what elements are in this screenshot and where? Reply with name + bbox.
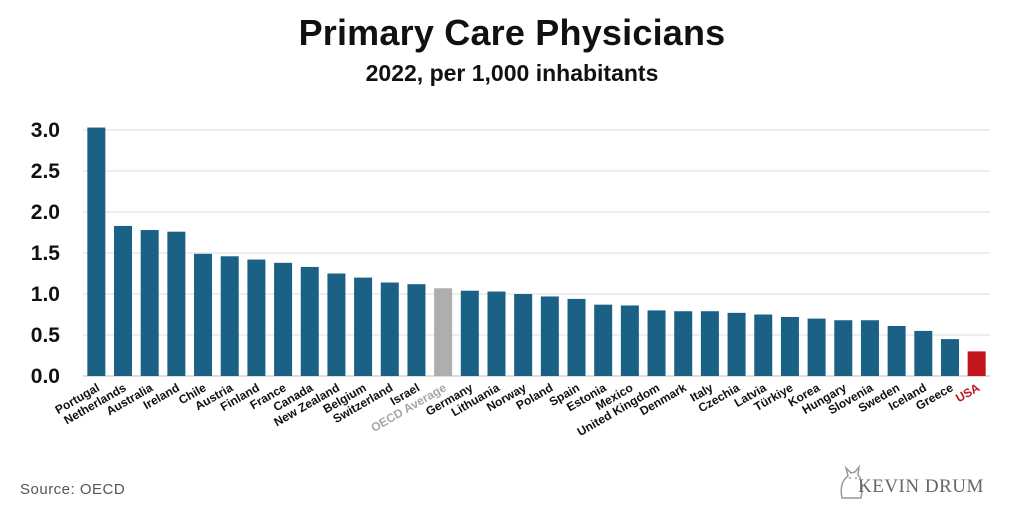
chart-title: Primary Care Physicians: [298, 12, 726, 53]
bar: [274, 262, 293, 376]
brand-text: KEVIN DRUM: [858, 476, 984, 497]
bar: [114, 225, 133, 376]
bar: [300, 266, 319, 376]
bar: [914, 330, 933, 376]
bar: [87, 127, 106, 376]
bar: [540, 296, 559, 376]
y-tick-label: 2.0: [31, 201, 60, 224]
bar: [220, 256, 239, 376]
bar: [354, 277, 373, 376]
bar: [940, 339, 959, 376]
bar: [860, 320, 879, 376]
bar: [647, 310, 666, 376]
cat-icon: [840, 464, 863, 499]
bar: [594, 304, 613, 376]
bar: [754, 314, 773, 376]
y-tick-label: 0.5: [31, 324, 61, 347]
bar: [327, 273, 346, 376]
bar: [727, 312, 746, 376]
bar: [807, 318, 826, 376]
bar: [967, 351, 986, 376]
y-tick-label: 1.0: [31, 283, 60, 306]
bar: [567, 298, 586, 376]
y-tick-label: 0.0: [31, 365, 60, 388]
bar: [434, 288, 453, 376]
bar: [887, 325, 906, 376]
chart-subtitle: 2022, per 1,000 inhabitants: [365, 60, 659, 86]
bar: [140, 230, 159, 376]
bar: [460, 290, 479, 376]
bar: [487, 291, 506, 376]
bar: [407, 284, 426, 376]
bar: [380, 282, 399, 376]
y-tick-label: 3.0: [31, 119, 60, 142]
bar: [167, 231, 186, 376]
brand-logo: KEVIN DRUM: [838, 462, 1008, 502]
bar: [620, 305, 639, 376]
bar: [247, 259, 266, 376]
bar: [674, 311, 693, 376]
bar: [834, 320, 853, 376]
bar: [700, 311, 719, 376]
y-tick-label: 1.5: [31, 242, 61, 265]
bar: [194, 253, 213, 376]
bar: [514, 294, 533, 376]
y-tick-label: 2.5: [31, 160, 61, 183]
bar: [780, 316, 799, 376]
x-tick-label: USA: [953, 380, 982, 405]
source-note: Source: OECD: [20, 481, 126, 498]
